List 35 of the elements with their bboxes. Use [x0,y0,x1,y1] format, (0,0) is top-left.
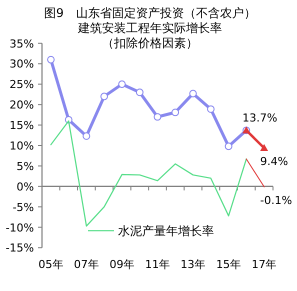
point [171,108,180,116]
legend-label: 水泥产量年增长率 [118,224,214,238]
point [82,132,90,140]
x-tick-label: 13年 [180,258,206,271]
y-tick-label: 25% [10,78,34,92]
point [118,80,126,88]
point [189,90,197,98]
point [47,56,55,64]
y-tick-label: -10% [6,221,34,234]
x-tick-label: 07年 [74,258,99,271]
data-label: 13.7% [242,111,278,124]
point [136,88,144,96]
y-tick-label: 20% [10,98,34,112]
y-tick-label: 0% [16,180,34,194]
y-tick-label: 35% [10,37,34,50]
y-tick-label: 30% [10,58,34,71]
y-tick-label: 15% [10,119,34,132]
chart-title: 图9 山东省固定资产投资（不含农户）建筑安装工程年实际增长率 [44,6,256,35]
y-tick-label: 10% [10,140,34,152]
data-label: 9.4% [260,154,288,168]
x-tick-label: 11年 [145,258,170,271]
x-tick-label: 09年 [109,258,134,271]
y-tick-label: -5% [12,200,34,214]
point [154,113,162,121]
y-tick-label: -15% [6,242,34,255]
x-tick-label: 15年 [216,258,242,271]
x-tick-label: 05年 [38,258,64,271]
x-tick-label: 17年 [252,258,277,271]
legend: 水泥产量年增长率 [88,224,214,238]
data-label: -0.1% [260,194,292,207]
chart-subtitle: （扣除价格因素） [102,36,198,50]
point [100,92,108,100]
point [207,105,215,113]
point [224,142,232,150]
y-tick-label: 5% [16,160,34,173]
